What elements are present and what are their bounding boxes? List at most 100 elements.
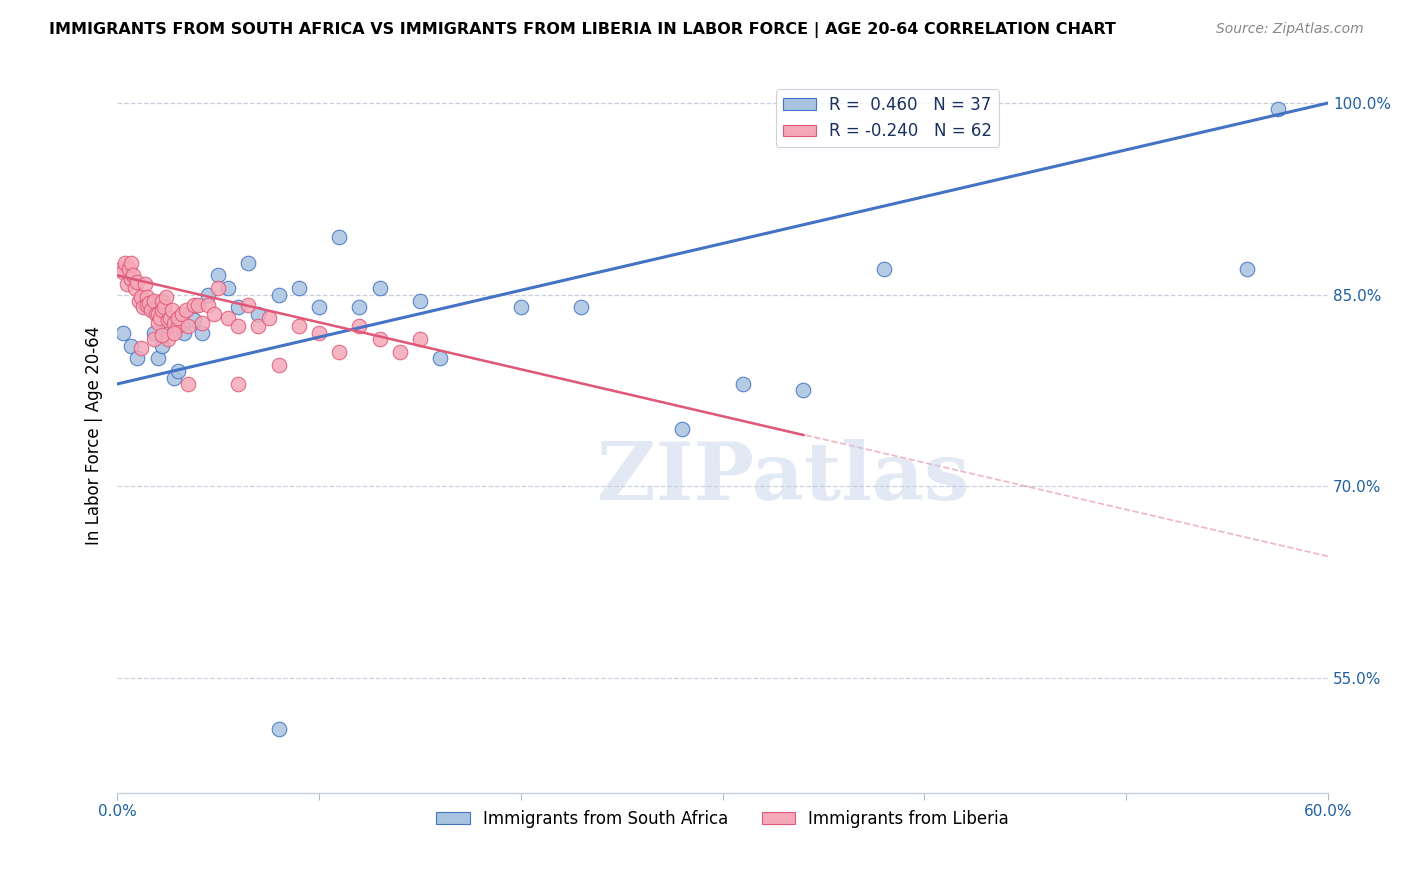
- Point: [146, 307, 169, 321]
- Point: [183, 298, 205, 312]
- Point: [257, 310, 280, 325]
- Point: [112, 264, 135, 278]
- Point: [368, 332, 391, 346]
- Point: [173, 326, 195, 340]
- Point: [183, 313, 205, 327]
- Point: [146, 316, 169, 330]
- Point: [156, 319, 179, 334]
- Point: [267, 358, 290, 372]
- Point: [156, 313, 179, 327]
- Point: [177, 319, 200, 334]
- Point: [174, 302, 197, 317]
- Point: [163, 370, 186, 384]
- Point: [142, 326, 165, 340]
- Point: [159, 310, 181, 325]
- Point: [388, 345, 411, 359]
- Point: [131, 341, 153, 355]
- Point: [731, 376, 754, 391]
- Point: [152, 301, 174, 315]
- Point: [120, 338, 142, 352]
- Point: [177, 376, 200, 391]
- Point: [112, 326, 135, 340]
- Point: [409, 293, 432, 308]
- Point: [170, 307, 193, 321]
- Point: [150, 302, 173, 317]
- Point: [166, 310, 188, 325]
- Point: [1267, 103, 1289, 117]
- Point: [118, 262, 141, 277]
- Point: [110, 262, 132, 277]
- Point: [226, 301, 249, 315]
- Point: [873, 262, 896, 277]
- Point: [166, 319, 188, 334]
- Point: [155, 290, 177, 304]
- Point: [136, 301, 159, 315]
- Point: [197, 287, 219, 301]
- Point: [308, 301, 330, 315]
- Point: [267, 287, 290, 301]
- Point: [191, 326, 214, 340]
- Point: [207, 268, 229, 283]
- Point: [124, 281, 146, 295]
- Point: [207, 281, 229, 295]
- Point: [247, 307, 270, 321]
- Text: Source: ZipAtlas.com: Source: ZipAtlas.com: [1216, 22, 1364, 37]
- Point: [217, 310, 239, 325]
- Point: [120, 272, 142, 286]
- Point: [146, 351, 169, 366]
- Point: [138, 296, 160, 310]
- Point: [127, 275, 149, 289]
- Point: [163, 326, 186, 340]
- Point: [226, 376, 249, 391]
- Point: [141, 302, 163, 317]
- Point: [156, 332, 179, 346]
- Point: [120, 255, 142, 269]
- Point: [202, 307, 225, 321]
- Point: [128, 293, 150, 308]
- Point: [187, 298, 209, 312]
- Point: [197, 298, 219, 312]
- Point: [132, 301, 155, 315]
- Point: [429, 351, 451, 366]
- Point: [571, 301, 593, 315]
- Point: [509, 301, 531, 315]
- Point: [145, 307, 167, 321]
- Point: [136, 298, 159, 312]
- Point: [349, 319, 371, 334]
- Point: [288, 319, 311, 334]
- Point: [148, 310, 170, 325]
- Point: [160, 302, 183, 317]
- Point: [238, 298, 260, 312]
- Point: [308, 326, 330, 340]
- Text: IMMIGRANTS FROM SOUTH AFRICA VS IMMIGRANTS FROM LIBERIA IN LABOR FORCE | AGE 20-: IMMIGRANTS FROM SOUTH AFRICA VS IMMIGRAN…: [49, 22, 1116, 38]
- Point: [328, 345, 350, 359]
- Point: [131, 290, 153, 304]
- Point: [150, 328, 173, 343]
- Point: [134, 277, 156, 292]
- Point: [368, 281, 391, 295]
- Point: [142, 332, 165, 346]
- Point: [226, 319, 249, 334]
- Point: [150, 293, 173, 308]
- Point: [166, 364, 188, 378]
- Point: [409, 332, 432, 346]
- Point: [163, 316, 186, 330]
- Point: [122, 268, 145, 283]
- Point: [127, 351, 149, 366]
- Point: [191, 316, 214, 330]
- Point: [217, 281, 239, 295]
- Point: [150, 338, 173, 352]
- Point: [671, 422, 693, 436]
- Point: [136, 290, 159, 304]
- Point: [792, 384, 814, 398]
- Point: [349, 301, 371, 315]
- Point: [114, 255, 136, 269]
- Legend: Immigrants from South Africa, Immigrants from Liberia: Immigrants from South Africa, Immigrants…: [430, 803, 1015, 834]
- Point: [328, 230, 350, 244]
- Point: [267, 722, 290, 736]
- Point: [238, 255, 260, 269]
- Point: [117, 277, 139, 292]
- Point: [1236, 262, 1258, 277]
- Point: [288, 281, 311, 295]
- Point: [247, 319, 270, 334]
